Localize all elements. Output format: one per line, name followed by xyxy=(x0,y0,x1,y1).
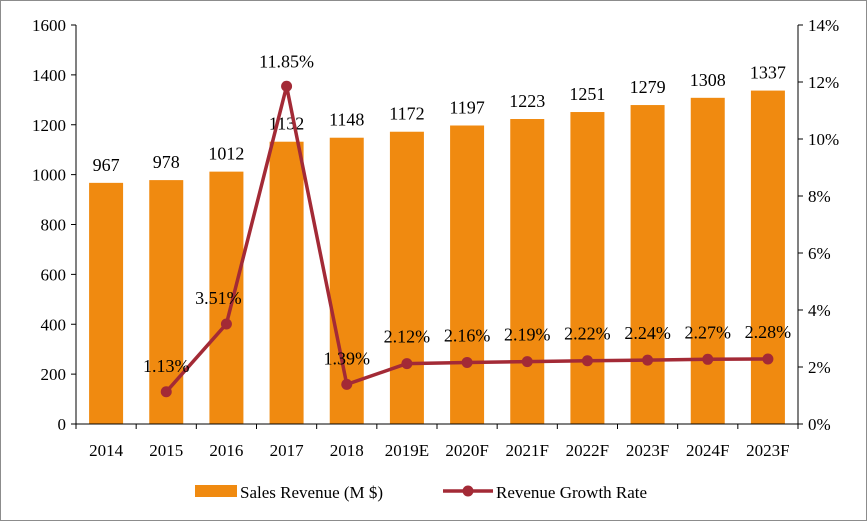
x-tick-label: 2024F xyxy=(686,441,729,460)
growth-value-label: 2.19% xyxy=(504,325,551,345)
x-tick-label: 2014 xyxy=(89,441,124,460)
growth-point xyxy=(762,353,774,365)
axes: 0 200 400 600 800 1000 1200 1400 1600 0% 2% 4% 6% 8% 1… xyxy=(32,16,839,460)
left-tick-label: 800 xyxy=(41,216,67,235)
growth-point xyxy=(642,354,654,366)
bar-value-label: 1308 xyxy=(690,70,726,90)
growth-value-label: 3.51% xyxy=(195,288,242,308)
left-tick-label: 1400 xyxy=(32,66,66,85)
left-tick-label: 400 xyxy=(41,315,67,334)
line-series xyxy=(160,80,774,398)
left-tick-label: 200 xyxy=(41,365,67,384)
left-tick-label: 0 xyxy=(58,415,67,434)
x-tick-label: 2016 xyxy=(209,441,243,460)
bar xyxy=(89,182,124,424)
x-tick-label: 2021F xyxy=(506,441,549,460)
bar-value-label: 1197 xyxy=(449,97,484,117)
legend-line-label: Revenue Growth Rate xyxy=(496,483,647,502)
bar xyxy=(630,105,665,424)
growth-value-label: 2.22% xyxy=(564,324,611,344)
growth-point xyxy=(461,356,473,368)
growth-value-label: 2.16% xyxy=(444,325,491,345)
bar xyxy=(690,97,725,424)
growth-point xyxy=(521,356,533,368)
growth-value-label: 1.39% xyxy=(324,348,371,368)
bar-value-label: 1279 xyxy=(630,77,666,97)
bar-value-label: 967 xyxy=(93,155,120,175)
legend-line-marker xyxy=(462,485,474,497)
right-tick-label: 12% xyxy=(808,73,839,92)
left-tick-label: 1600 xyxy=(32,16,66,35)
right-tick-label: 10% xyxy=(808,130,839,149)
bar xyxy=(209,171,244,424)
bar xyxy=(750,90,785,424)
bar-value-label: 1148 xyxy=(329,110,364,130)
x-tick-label: 2023F xyxy=(626,441,669,460)
growth-point xyxy=(401,358,413,370)
right-tick-label: 0% xyxy=(808,415,831,434)
growth-value-label: 2.27% xyxy=(685,322,732,342)
growth-point xyxy=(281,80,293,92)
bar xyxy=(510,119,545,424)
growth-point xyxy=(341,378,353,390)
x-tick-label: 2023F xyxy=(746,441,789,460)
growth-point xyxy=(160,386,172,398)
x-tick-label: 2022F xyxy=(566,441,609,460)
left-tick-label: 600 xyxy=(41,265,67,284)
bar-value-label: 1172 xyxy=(389,104,424,124)
bar-value-label: 1012 xyxy=(208,144,244,164)
line-data-labels: 1.13% 3.51% 11.85% 1.39% 2.12% 2.16% 2.19% 2.22… xyxy=(143,51,791,376)
left-tick-label: 1000 xyxy=(32,166,66,185)
right-tick-label: 4% xyxy=(808,301,831,320)
x-tick-label: 2015 xyxy=(149,441,183,460)
growth-point xyxy=(220,318,232,330)
bar-value-label: 1337 xyxy=(750,63,786,83)
right-tick-label: 8% xyxy=(808,187,831,206)
bar-value-label: 1251 xyxy=(569,84,605,104)
bar-value-label: 978 xyxy=(153,152,180,172)
right-tick-label: 14% xyxy=(808,16,839,35)
bar xyxy=(450,125,485,425)
x-tick-label: 2019E xyxy=(385,441,429,460)
growth-value-label: 2.24% xyxy=(624,323,671,343)
bar xyxy=(269,141,304,424)
legend-bar-label: Sales Revenue (M $) xyxy=(240,483,383,502)
growth-value-label: 2.28% xyxy=(745,322,792,342)
x-tick-label: 2017 xyxy=(270,441,305,460)
bar xyxy=(389,131,424,425)
growth-value-label: 2.12% xyxy=(384,327,431,347)
bar-series xyxy=(89,90,785,425)
x-tick-label: 2018 xyxy=(330,441,364,460)
growth-point xyxy=(581,355,593,367)
growth-point xyxy=(702,353,714,365)
bar-value-label: 1223 xyxy=(509,91,545,111)
bar xyxy=(570,112,605,425)
legend: Sales Revenue (M $) Revenue Growth Rate xyxy=(195,483,647,502)
growth-value-label: 1.13% xyxy=(143,356,190,376)
bar xyxy=(149,180,184,424)
legend-bar-swatch xyxy=(195,485,237,497)
right-tick-label: 2% xyxy=(808,358,831,377)
left-tick-label: 1200 xyxy=(32,116,66,135)
growth-value-label: 11.85% xyxy=(259,51,314,71)
right-tick-label: 6% xyxy=(808,244,831,263)
x-tick-label: 2020F xyxy=(445,441,488,460)
